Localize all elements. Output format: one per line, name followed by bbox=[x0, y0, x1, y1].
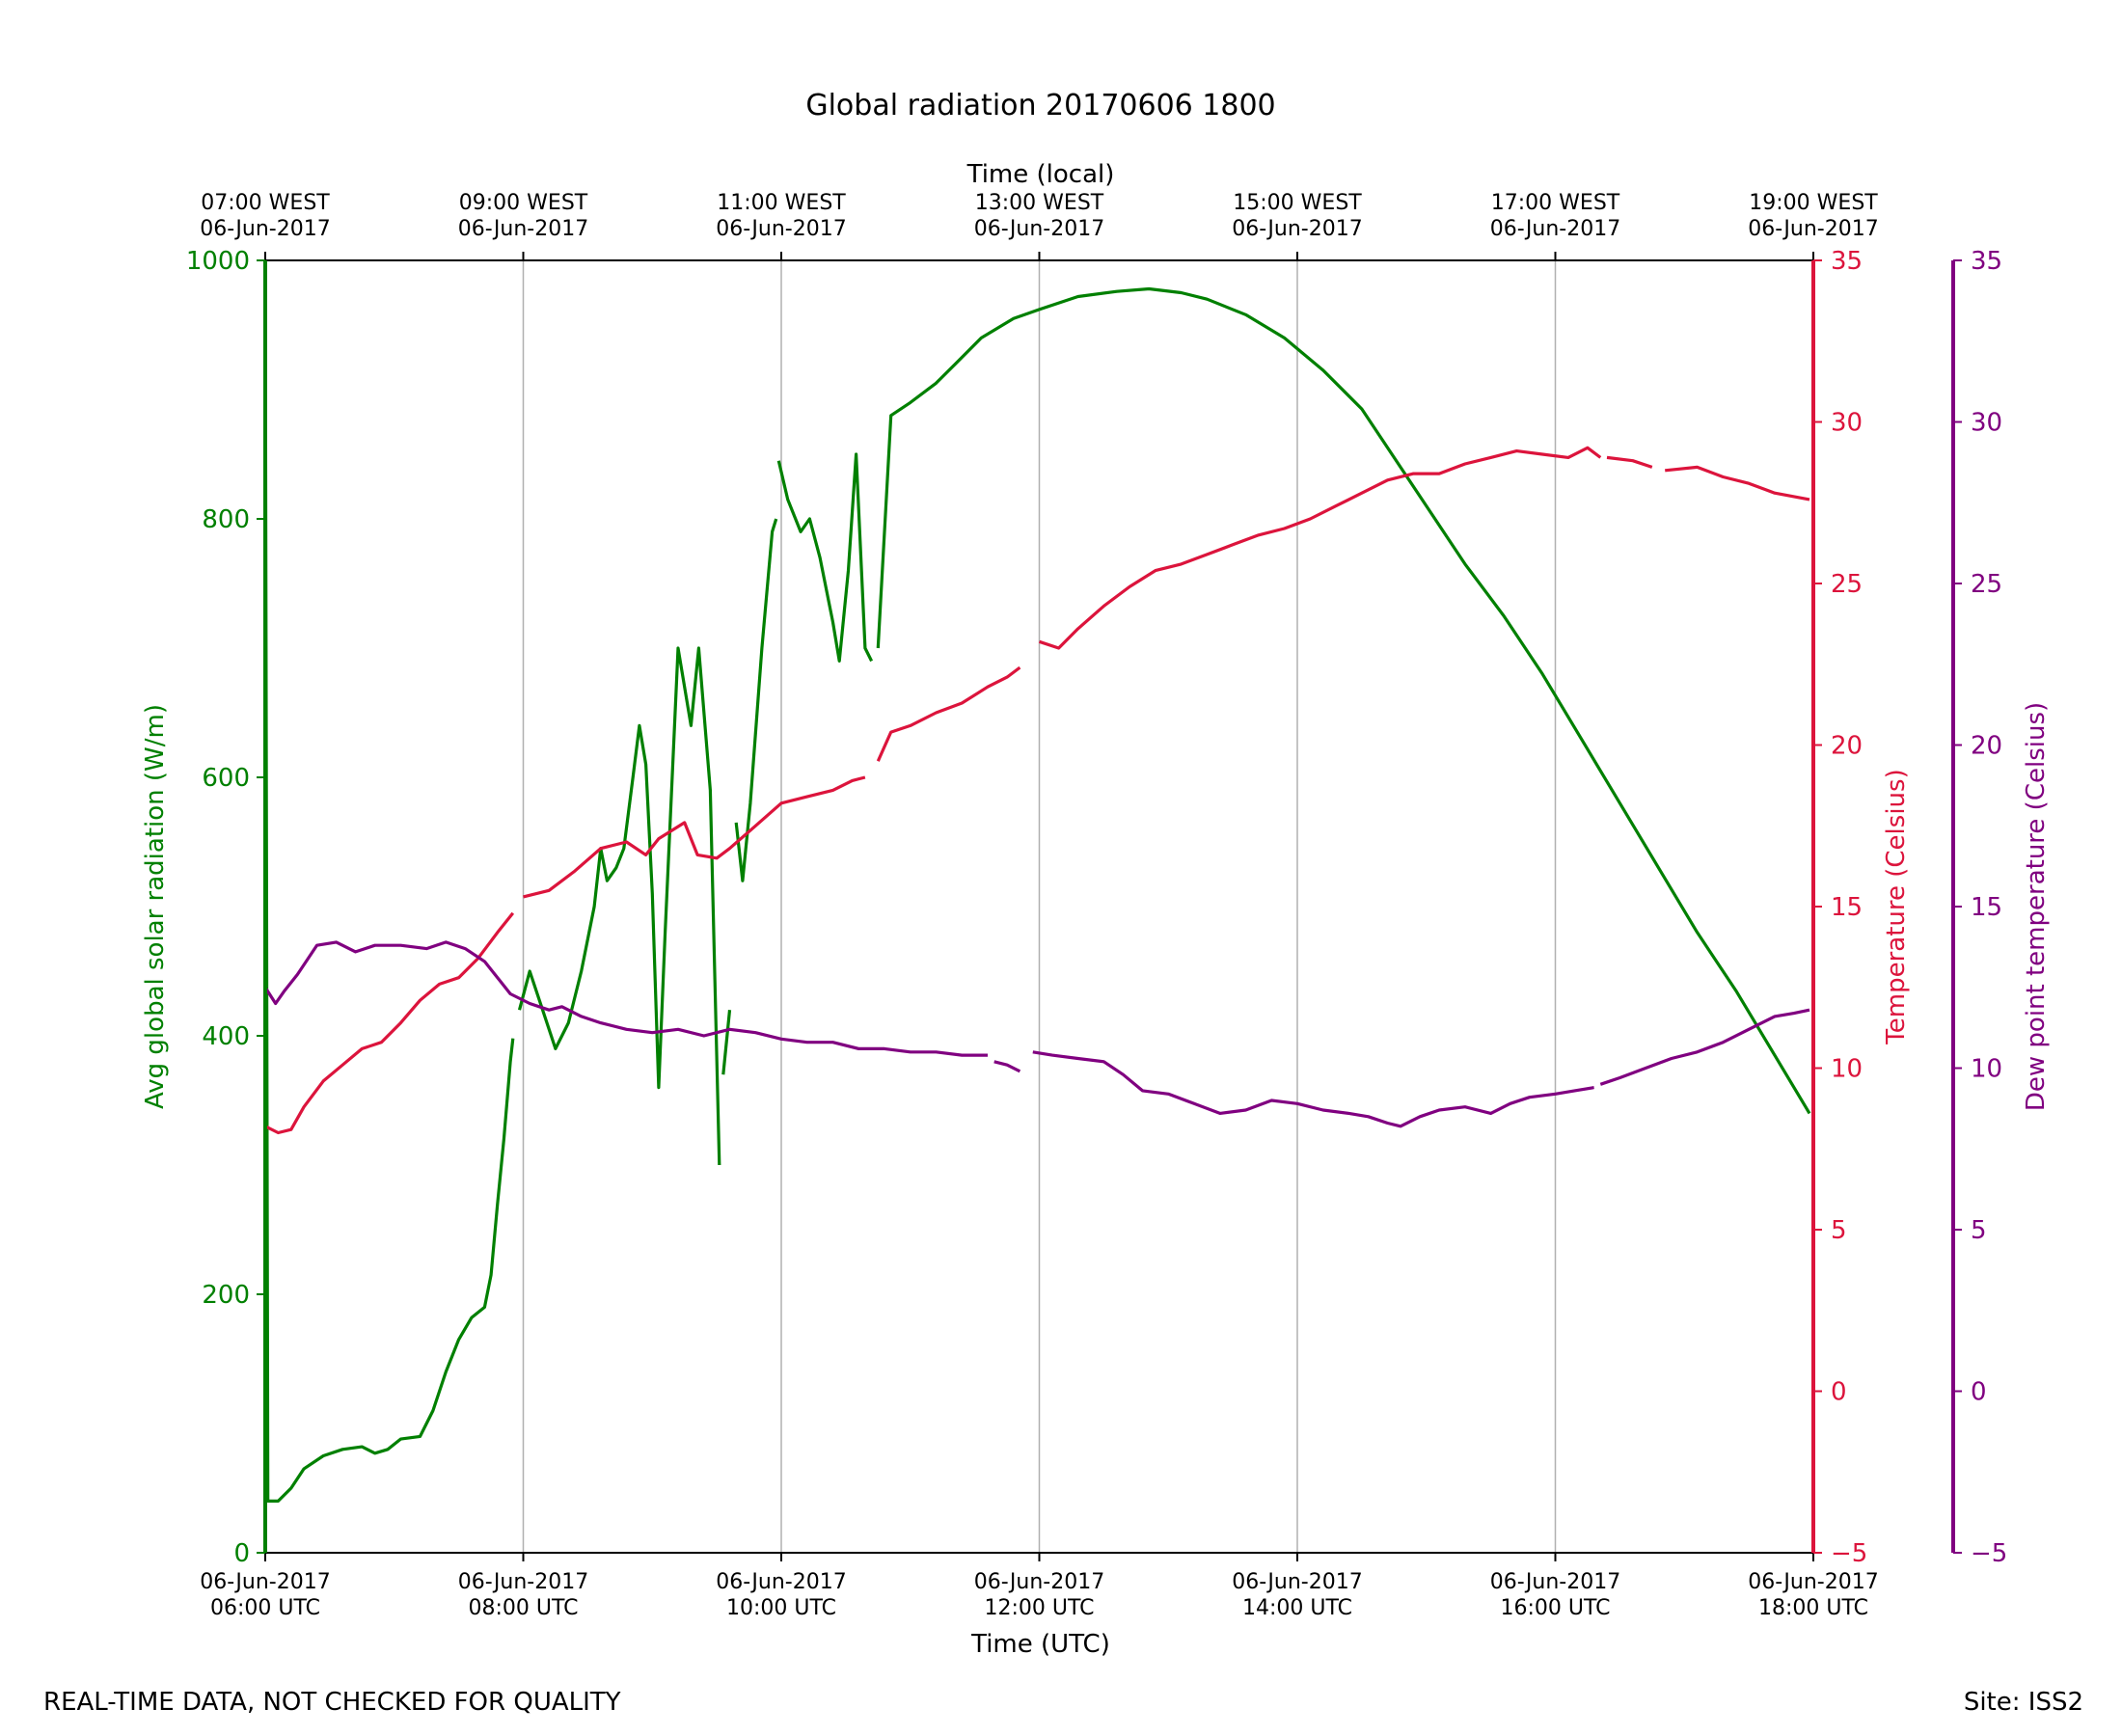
x-tick-label-time: 12:00 UTC bbox=[984, 1596, 1094, 1620]
x-tick-top-label-date: 06-Jun-2017 bbox=[716, 217, 846, 241]
series-line-radiation bbox=[721, 1010, 732, 1075]
data-quality-note: REAL-TIME DATA, NOT CHECKED FOR QUALITY bbox=[43, 1688, 621, 1717]
temperature-tick-label: 20 bbox=[1831, 732, 1863, 761]
grid-lines bbox=[522, 260, 1557, 1553]
x-tick-label-date: 06-Jun-2017 bbox=[200, 1570, 330, 1594]
x-tick-label-date: 06-Jun-2017 bbox=[1490, 1570, 1620, 1594]
x-tick-top-label-date: 06-Jun-2017 bbox=[200, 217, 330, 241]
temperature-tick-label: 10 bbox=[1831, 1055, 1863, 1084]
radiation-tick-label: 800 bbox=[202, 505, 250, 534]
dewpoint-tick-label: 5 bbox=[1971, 1216, 1987, 1245]
x-tick-top-label-time: 09:00 WEST bbox=[459, 191, 588, 215]
radiation-tick-label: 600 bbox=[202, 764, 250, 793]
series-line-temperature bbox=[876, 665, 1021, 762]
series-line-radiation bbox=[734, 518, 778, 882]
dewpoint-tick-label: 20 bbox=[1971, 732, 2002, 761]
x-tick-top-label-date: 06-Jun-2017 bbox=[1232, 217, 1362, 241]
radiation-tick-label: 0 bbox=[233, 1539, 250, 1568]
series-line-radiation bbox=[263, 259, 515, 1504]
series-line-radiation bbox=[776, 452, 874, 664]
x-tick-top-label-time: 19:00 WEST bbox=[1749, 191, 1878, 215]
axes bbox=[263, 259, 1955, 1554]
x-tick-top-label-time: 11:00 WEST bbox=[717, 191, 846, 215]
radiation-tick-label: 200 bbox=[202, 1281, 250, 1310]
dewpoint-tick-label: 10 bbox=[1971, 1055, 2002, 1084]
series-line-temperature bbox=[264, 911, 515, 1135]
x-tick-top-label-date: 06-Jun-2017 bbox=[1748, 217, 1878, 241]
series-line-temperature bbox=[523, 775, 866, 899]
x-tick-label-time: 08:00 UTC bbox=[468, 1596, 578, 1620]
radiation-tick-label: 1000 bbox=[186, 247, 250, 276]
x-axis-label-top: Time (local) bbox=[966, 160, 1115, 189]
series-line-dewpoint bbox=[263, 940, 988, 1057]
x-tick-top-label-date: 06-Jun-2017 bbox=[1490, 217, 1620, 241]
x-tick-label-date: 06-Jun-2017 bbox=[1748, 1570, 1878, 1594]
x-tick-top-label-date: 06-Jun-2017 bbox=[974, 217, 1104, 241]
temperature-tick-label: 5 bbox=[1831, 1216, 1847, 1245]
x-tick-label-time: 18:00 UTC bbox=[1758, 1596, 1868, 1620]
dewpoint-tick-label: 15 bbox=[1971, 893, 2002, 922]
temperature-tick-label: 25 bbox=[1831, 570, 1863, 599]
x-tick-top-label-time: 17:00 WEST bbox=[1491, 191, 1620, 215]
x-tick-top-label-time: 13:00 WEST bbox=[975, 191, 1104, 215]
temperature-tick-label: 15 bbox=[1831, 893, 1863, 922]
x-axis-label-bottom: Time (UTC) bbox=[970, 1630, 1110, 1659]
series-line-temperature bbox=[1665, 465, 1810, 502]
chart-title: Global radiation 20170606 1800 bbox=[805, 89, 1275, 122]
series-line-radiation bbox=[876, 286, 1811, 1115]
temperature-axis-label: Temperature (Celsius) bbox=[1882, 769, 1911, 1044]
x-tick-label-time: 14:00 UTC bbox=[1242, 1596, 1352, 1620]
x-tick-label-date: 06-Jun-2017 bbox=[716, 1570, 846, 1594]
temperature-tick-label: 35 bbox=[1831, 247, 1863, 276]
series-lines bbox=[263, 259, 1811, 1504]
dewpoint-tick-label: 30 bbox=[1971, 409, 2002, 438]
radiation-axis-label: Avg global solar radiation (W/m) bbox=[141, 704, 170, 1109]
temperature-tick-label: 30 bbox=[1831, 409, 1863, 438]
x-tick-label-date: 06-Jun-2017 bbox=[1232, 1570, 1362, 1594]
series-line-dewpoint bbox=[993, 1060, 1021, 1073]
series-line-dewpoint bbox=[1032, 1050, 1594, 1128]
x-tick-top-label-time: 07:00 WEST bbox=[201, 191, 330, 215]
series-line-radiation bbox=[517, 646, 721, 1166]
x-tick-top-label-date: 06-Jun-2017 bbox=[458, 217, 588, 241]
x-tick-label-time: 10:00 UTC bbox=[726, 1596, 836, 1620]
x-tick-top-label-time: 15:00 WEST bbox=[1233, 191, 1362, 215]
site-label: Site: ISS2 bbox=[1963, 1688, 2083, 1717]
temperature-tick-label: −5 bbox=[1831, 1539, 1867, 1568]
series-line-dewpoint bbox=[1599, 1008, 1810, 1086]
dewpoint-tick-label: 0 bbox=[1971, 1378, 1987, 1407]
x-tick-label-time: 16:00 UTC bbox=[1500, 1596, 1610, 1620]
dewpoint-tick-label: 25 bbox=[1971, 570, 2002, 599]
x-tick-label-date: 06-Jun-2017 bbox=[974, 1570, 1104, 1594]
series-line-temperature bbox=[1606, 455, 1653, 469]
dewpoint-tick-label: −5 bbox=[1971, 1539, 2007, 1568]
temperature-tick-label: 0 bbox=[1831, 1378, 1847, 1407]
x-tick-label-time: 06:00 UTC bbox=[210, 1596, 320, 1620]
x-tick-label-date: 06-Jun-2017 bbox=[458, 1570, 588, 1594]
dewpoint-axis-label: Dew point temperature (Celsius) bbox=[2022, 702, 2051, 1111]
radiation-tick-label: 400 bbox=[202, 1022, 250, 1051]
series-line-temperature bbox=[1038, 446, 1602, 650]
dewpoint-tick-label: 35 bbox=[1971, 247, 2002, 276]
